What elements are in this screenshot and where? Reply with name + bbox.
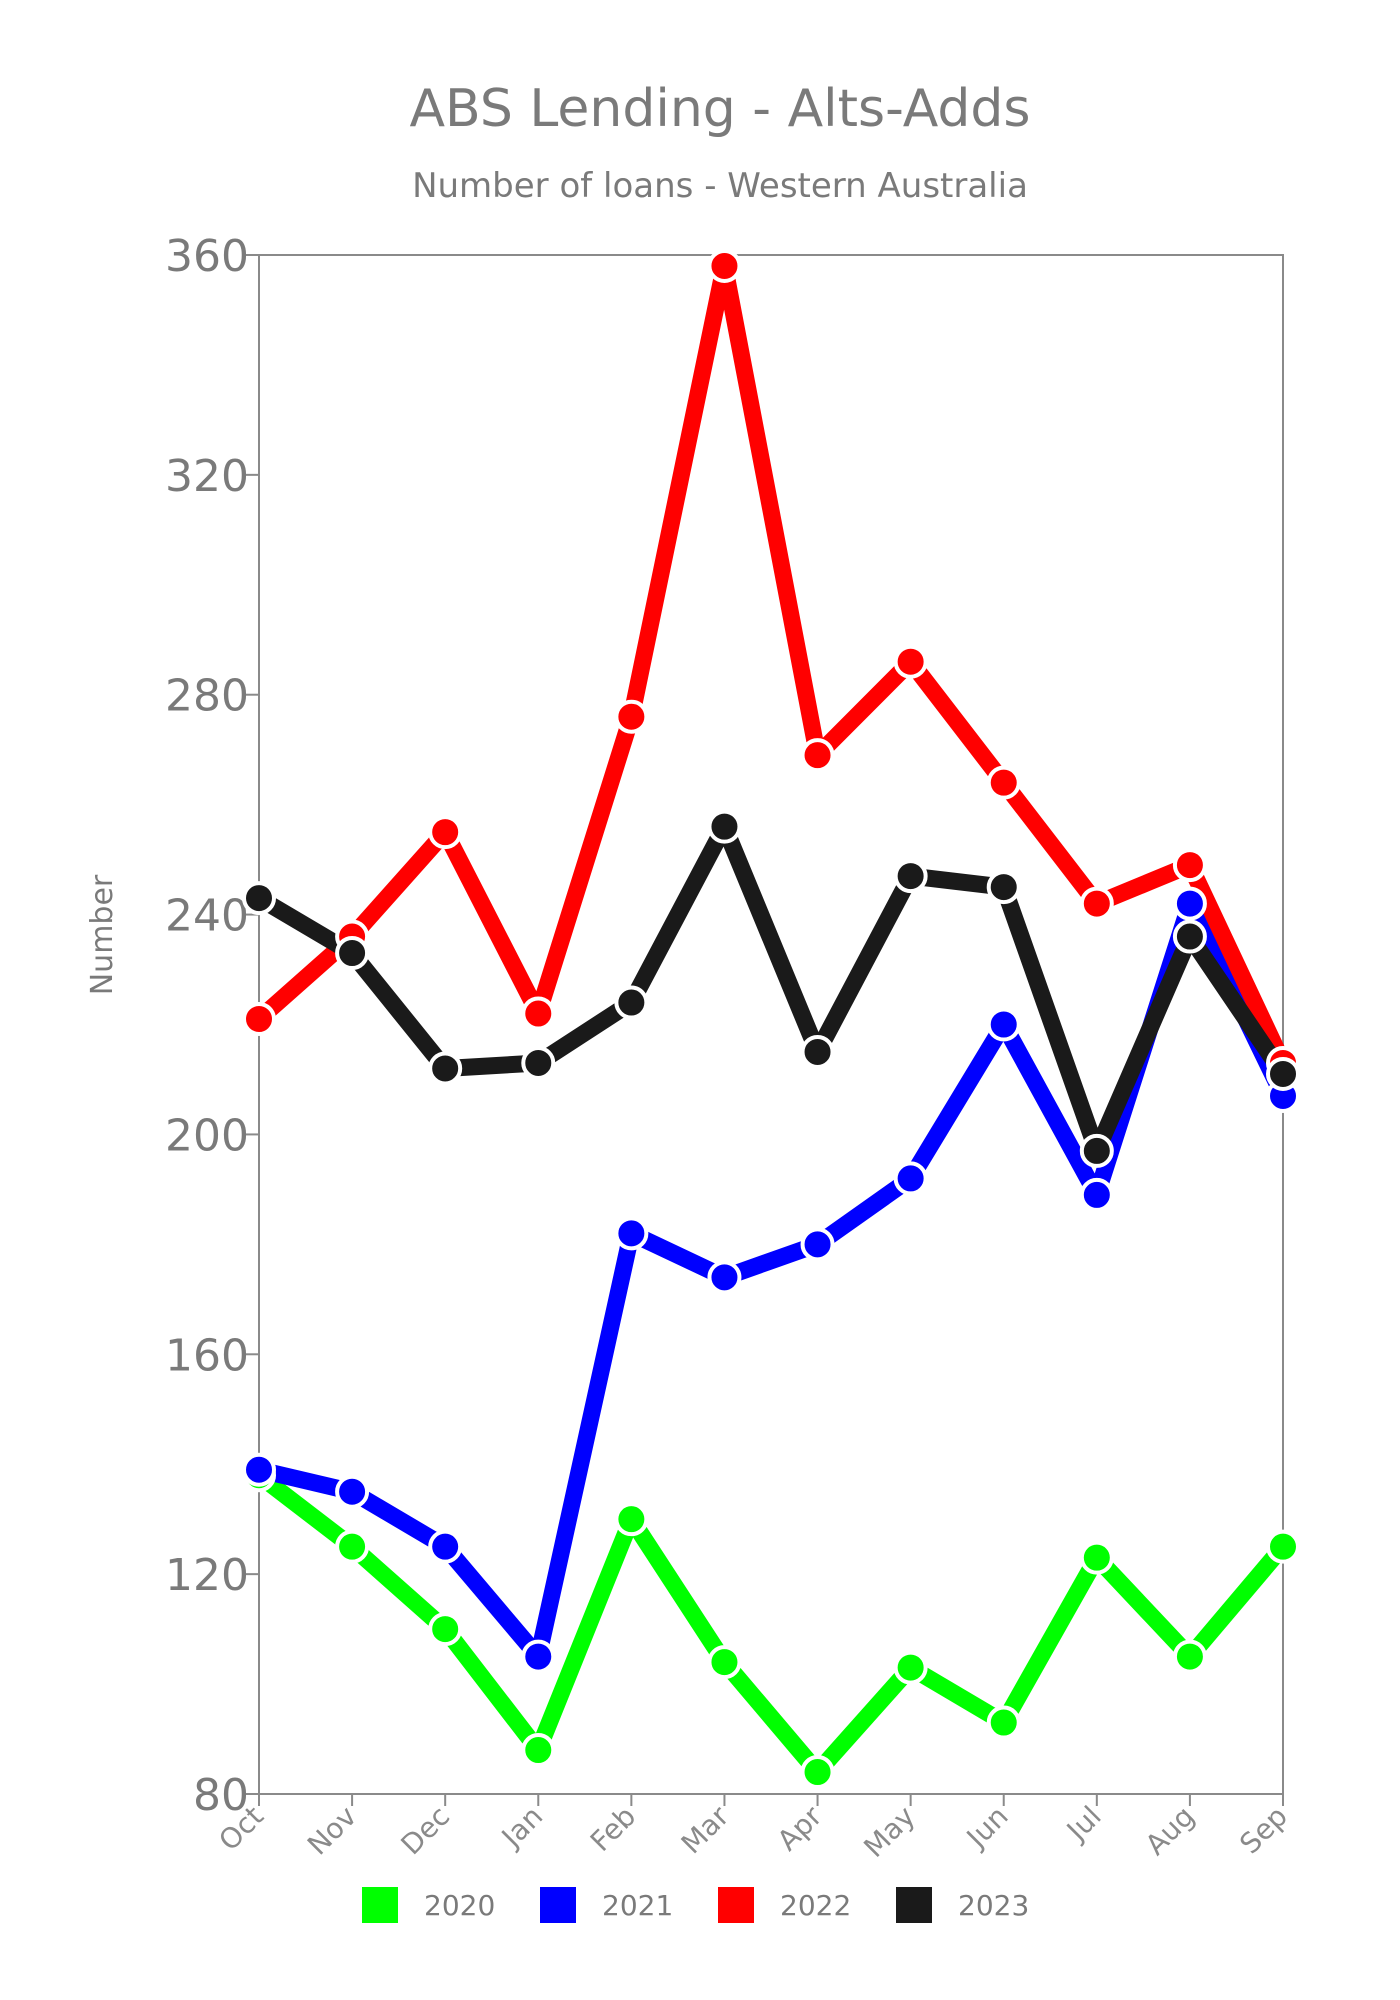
- data-point-2023: [614, 985, 649, 1020]
- data-point-2020: [1266, 1529, 1300, 1564]
- data-point-2022: [800, 738, 835, 773]
- data-point-2021: [428, 1529, 463, 1564]
- y-tick-label: 240: [165, 891, 249, 942]
- data-point-2022: [614, 699, 649, 734]
- y-axis-ticks: 360 320 280 240 200 160 120 80: [165, 231, 259, 1821]
- data-point-2021: [800, 1227, 835, 1262]
- y-axis-label: Number: [85, 874, 120, 995]
- data-point-2021: [521, 1639, 556, 1674]
- legend-label-2023: 2023: [958, 1889, 1029, 1922]
- legend-swatch-2022: [718, 1887, 754, 1923]
- x-tick-label: Sep: [1233, 1800, 1294, 1861]
- data-point-2022: [521, 996, 556, 1031]
- data-point-2021: [614, 1216, 649, 1251]
- data-point-2020: [614, 1502, 649, 1537]
- legend-label-2021: 2021: [602, 1889, 673, 1922]
- data-point-2022: [242, 1002, 276, 1037]
- data-point-2021: [893, 1161, 928, 1196]
- legend: 2020 2021 2022 2023: [362, 1887, 1029, 1923]
- data-point-2022: [1079, 886, 1114, 921]
- y-tick-label: 360: [165, 231, 249, 282]
- data-point-2023: [1079, 1133, 1114, 1168]
- data-point-2023: [800, 1034, 835, 1069]
- data-point-2022: [707, 248, 742, 283]
- data-point-2020: [707, 1645, 742, 1680]
- x-axis-ticks: Oct Nov Dec Jan Feb Mar Apr May Jun Jul Aug Sep: [212, 1794, 1294, 1864]
- data-point-2023: [521, 1045, 556, 1080]
- data-point-2021: [1079, 1177, 1114, 1212]
- data-point-2023: [428, 1051, 463, 1086]
- data-point-2023: [893, 859, 928, 894]
- legend-label-2022: 2022: [780, 1889, 851, 1922]
- data-point-2023: [1266, 1056, 1300, 1091]
- x-tick-label: Dec: [394, 1800, 456, 1862]
- x-tick-label: May: [857, 1800, 921, 1864]
- chart-title: ABS Lending - Alts-Adds: [409, 79, 1030, 139]
- legend-label-2020: 2020: [424, 1889, 495, 1922]
- data-point-2020: [800, 1755, 835, 1790]
- series-lines: [250, 257, 1292, 1781]
- legend-swatch-2021: [540, 1887, 576, 1923]
- series-line-2020: [250, 1466, 1292, 1781]
- y-tick-label: 160: [165, 1330, 249, 1381]
- data-point-2022: [893, 644, 928, 679]
- x-tick-label: Jul: [1059, 1800, 1108, 1849]
- data-point-2023: [707, 809, 742, 844]
- x-tick-label: Aug: [1139, 1800, 1201, 1862]
- data-point-2022: [986, 765, 1021, 800]
- data-point-2021: [986, 1007, 1021, 1042]
- data-point-2020: [986, 1705, 1021, 1740]
- data-point-2020: [893, 1650, 928, 1685]
- x-tick-label: Apr: [771, 1799, 829, 1857]
- y-tick-label: 80: [193, 1770, 249, 1821]
- data-point-2020: [428, 1612, 463, 1647]
- x-tick-label: Nov: [301, 1800, 363, 1862]
- x-tick-label: Jun: [959, 1800, 1015, 1856]
- data-point-2020: [1172, 1639, 1207, 1674]
- data-point-2023: [986, 870, 1021, 905]
- data-point-2021: [707, 1260, 742, 1295]
- data-point-2020: [335, 1529, 370, 1564]
- series-points: [242, 248, 1300, 1790]
- legend-swatch-2020: [362, 1887, 398, 1923]
- data-point-2021: [1172, 886, 1207, 921]
- x-tick-label: Feb: [584, 1800, 642, 1858]
- data-point-2023: [335, 936, 370, 971]
- data-point-2020: [521, 1733, 556, 1768]
- data-point-2023: [1172, 919, 1207, 954]
- data-point-2021: [335, 1474, 370, 1509]
- x-tick-label: Mar: [675, 1799, 736, 1860]
- legend-swatch-2023: [896, 1887, 932, 1923]
- data-point-2022: [1172, 848, 1207, 883]
- series-line-2023: [250, 818, 1292, 1160]
- chart-subtitle: Number of loans - Western Australia: [412, 166, 1028, 206]
- y-tick-label: 280: [165, 671, 249, 722]
- y-tick-label: 320: [165, 451, 249, 502]
- y-tick-label: 200: [165, 1110, 249, 1161]
- data-point-2020: [1079, 1540, 1114, 1575]
- y-tick-label: 120: [165, 1550, 249, 1601]
- data-point-2021: [242, 1452, 276, 1487]
- data-point-2022: [428, 815, 463, 850]
- data-point-2023: [242, 881, 276, 916]
- x-tick-label: Jan: [494, 1800, 549, 1855]
